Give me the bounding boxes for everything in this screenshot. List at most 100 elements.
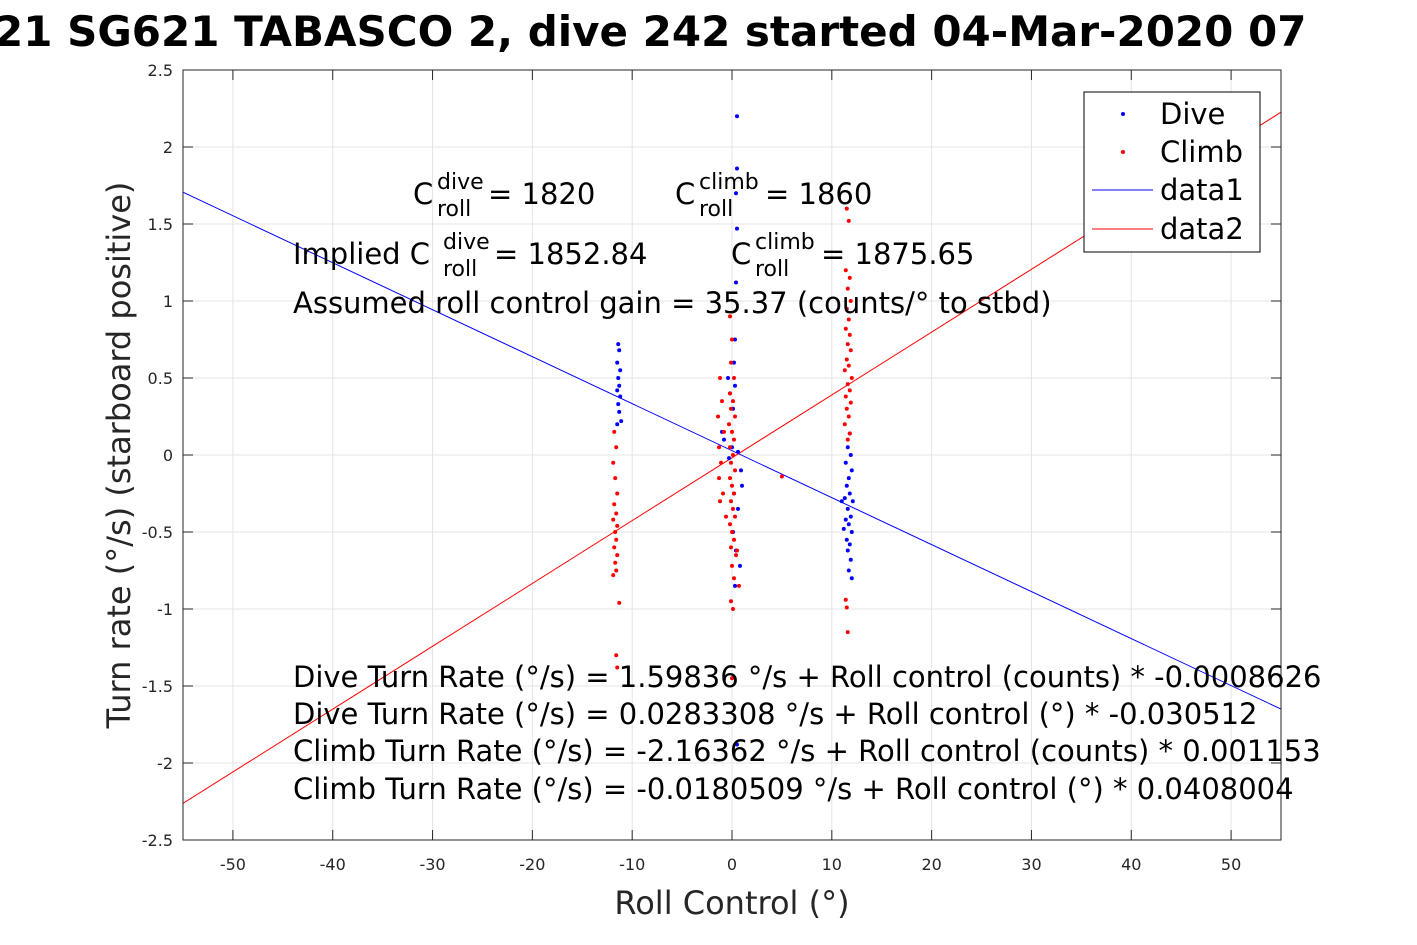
- point-dive: [616, 342, 621, 347]
- point-dive: [732, 383, 737, 388]
- point-climb: [729, 545, 734, 550]
- point-dive: [845, 506, 850, 511]
- point-climb: [729, 406, 734, 411]
- point-climb: [730, 337, 734, 342]
- x-tick-label: -10: [619, 855, 645, 874]
- point-dive: [846, 476, 851, 481]
- point-dive: [615, 360, 620, 365]
- point-climb: [730, 506, 735, 511]
- svg-text:dive: dive: [443, 230, 490, 255]
- point-climb: [717, 476, 722, 481]
- point-dive: [735, 449, 740, 454]
- point-dive: [738, 468, 743, 473]
- point-climb: [729, 499, 734, 504]
- point-dive: [849, 468, 854, 473]
- point-climb: [731, 537, 736, 542]
- x-tick-label: 50: [1221, 855, 1241, 874]
- svg-text:roll: roll: [437, 197, 471, 222]
- point-climb: [614, 445, 619, 450]
- svg-text:dive: dive: [437, 170, 484, 195]
- point-climb: [716, 414, 721, 419]
- point-climb: [845, 437, 850, 442]
- point-dive: [845, 445, 850, 450]
- point-dive: [734, 166, 739, 171]
- point-climb: [848, 348, 853, 353]
- point-climb: [845, 630, 850, 635]
- point-climb: [728, 522, 733, 527]
- equation-line: Climb Turn Rate (°/s) = -0.0180509 °/s +…: [293, 772, 1294, 806]
- point-climb: [732, 468, 737, 473]
- point-climb: [730, 429, 734, 434]
- point-dive: [737, 563, 742, 568]
- point-dive: [843, 460, 848, 465]
- fit-line-data1: [183, 191, 1281, 710]
- svg-text:climb: climb: [699, 170, 759, 195]
- point-dive: [847, 491, 852, 496]
- point-dive: [616, 376, 621, 380]
- point-climb: [727, 422, 732, 427]
- y-tick-label: 0: [163, 446, 173, 465]
- point-climb: [612, 502, 617, 507]
- y-tick-label: -0.5: [142, 523, 173, 542]
- svg-text:= 1820: = 1820: [488, 177, 595, 211]
- axis-ticks: -50 -40 -30 -20 -10 0 10 20 30 40 50 2.5 2 1.5 1 0.5 0 -0…: [142, 61, 1281, 874]
- point-climb: [731, 491, 736, 496]
- legend-box: [1083, 91, 1261, 253]
- point-dive: [617, 348, 622, 353]
- point-climb: [719, 460, 724, 465]
- point-climb: [843, 394, 848, 399]
- y-tick-label: -1.5: [142, 677, 173, 696]
- svg-text:roll: roll: [443, 257, 477, 282]
- point-dive: [731, 360, 736, 365]
- point-climb: [728, 476, 733, 481]
- point-climb: [613, 560, 618, 565]
- point-climb: [734, 548, 739, 553]
- point-climb: [730, 453, 735, 457]
- y-axis-label: Turn rate (°/s) (starboard positive): [100, 182, 138, 730]
- point-climb: [730, 399, 735, 404]
- point-dive: [850, 499, 855, 504]
- point-dive: [732, 337, 737, 342]
- point-climb: [611, 573, 616, 578]
- point-climb: [847, 431, 852, 436]
- svg-text:C: C: [413, 177, 433, 211]
- point-climb: [724, 514, 729, 519]
- x-tick-label: 30: [1021, 855, 1041, 874]
- point-dive: [734, 226, 739, 231]
- point-climb: [615, 491, 620, 496]
- point-dive: [615, 388, 620, 393]
- legend-label-data2: data2: [1160, 212, 1244, 246]
- point-climb: [730, 483, 734, 488]
- point-climb: [844, 357, 849, 362]
- x-tick-label: -50: [220, 855, 246, 874]
- legend-label-dive: Dive: [1160, 97, 1225, 131]
- point-dive: [849, 530, 854, 534]
- point-climb: [845, 286, 850, 291]
- legend-marker-dive: [1121, 112, 1125, 116]
- point-climb: [844, 206, 849, 211]
- point-climb: [730, 676, 734, 681]
- legend-label-data1: data1: [1160, 173, 1244, 207]
- point-climb: [847, 388, 852, 393]
- point-dive: [734, 114, 739, 119]
- point-climb: [729, 599, 734, 604]
- svg-text:Implied C: Implied C: [293, 237, 430, 271]
- point-climb: [722, 429, 727, 434]
- point-climb: [731, 576, 736, 581]
- point-climb: [617, 600, 622, 605]
- point-climb: [842, 368, 847, 373]
- y-tick-label: 2.5: [148, 61, 173, 80]
- point-dive: [848, 557, 853, 562]
- y-tick-label: 1.5: [148, 215, 173, 234]
- point-dive: [842, 496, 847, 501]
- point-climb: [733, 553, 738, 558]
- point-dive: [733, 191, 738, 196]
- point-climb: [731, 376, 736, 380]
- point-climb: [615, 553, 620, 558]
- annotation-c-climb: C climb roll = 1860: [675, 170, 872, 222]
- equation-line: Dive Turn Rate (°/s) = 1.59836 °/s + Rol…: [293, 660, 1321, 694]
- y-tick-label: 1: [163, 292, 173, 311]
- point-climb: [844, 306, 849, 311]
- point-climb: [844, 605, 849, 610]
- point-climb: [731, 437, 736, 442]
